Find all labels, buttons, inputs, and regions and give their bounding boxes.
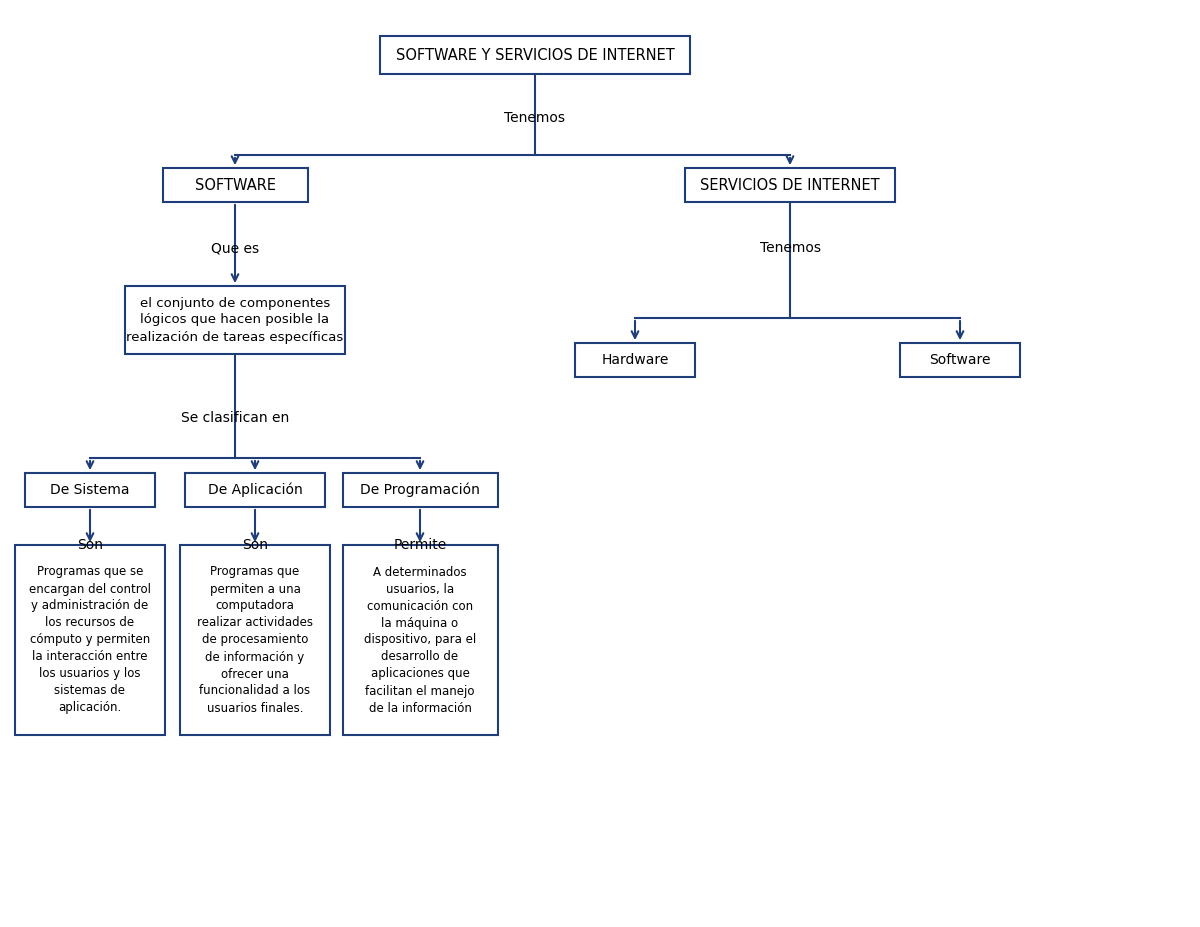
- Text: SERVICIOS DE INTERNET: SERVICIOS DE INTERNET: [700, 177, 880, 193]
- FancyBboxPatch shape: [685, 168, 895, 202]
- FancyBboxPatch shape: [342, 473, 498, 507]
- Text: Permite: Permite: [394, 538, 446, 552]
- Text: SOFTWARE Y SERVICIOS DE INTERNET: SOFTWARE Y SERVICIOS DE INTERNET: [396, 47, 674, 62]
- Text: Son: Son: [242, 538, 268, 552]
- FancyBboxPatch shape: [180, 545, 330, 735]
- Text: Hardware: Hardware: [601, 353, 668, 367]
- FancyBboxPatch shape: [185, 473, 325, 507]
- Text: Tenemos: Tenemos: [760, 241, 821, 255]
- Text: Se clasifican en: Se clasifican en: [181, 411, 289, 425]
- Text: De Sistema: De Sistema: [50, 483, 130, 497]
- FancyBboxPatch shape: [900, 343, 1020, 377]
- Text: Programas que
permiten a una
computadora
realizar actividades
de procesamiento
d: Programas que permiten a una computadora…: [197, 565, 313, 715]
- Text: Programas que se
encargan del control
y administración de
los recursos de
cómput: Programas que se encargan del control y …: [29, 565, 151, 715]
- Text: SOFTWARE: SOFTWARE: [194, 177, 276, 193]
- Text: De Aplicación: De Aplicación: [208, 483, 302, 497]
- FancyBboxPatch shape: [575, 343, 695, 377]
- Text: el conjunto de componentes
lógicos que hacen posible la
realización de tareas es: el conjunto de componentes lógicos que h…: [126, 297, 343, 344]
- Text: Son: Son: [77, 538, 103, 552]
- Text: De Programación: De Programación: [360, 483, 480, 497]
- Text: Tenemos: Tenemos: [504, 111, 565, 125]
- FancyBboxPatch shape: [380, 36, 690, 74]
- Text: Que es: Que es: [211, 241, 259, 255]
- FancyBboxPatch shape: [14, 545, 166, 735]
- FancyBboxPatch shape: [342, 545, 498, 735]
- Text: A determinados
usuarios, la
comunicación con
la máquina o
dispositivo, para el
d: A determinados usuarios, la comunicación…: [364, 565, 476, 715]
- FancyBboxPatch shape: [25, 473, 155, 507]
- Text: Software: Software: [929, 353, 991, 367]
- FancyBboxPatch shape: [125, 286, 346, 354]
- FancyBboxPatch shape: [162, 168, 307, 202]
